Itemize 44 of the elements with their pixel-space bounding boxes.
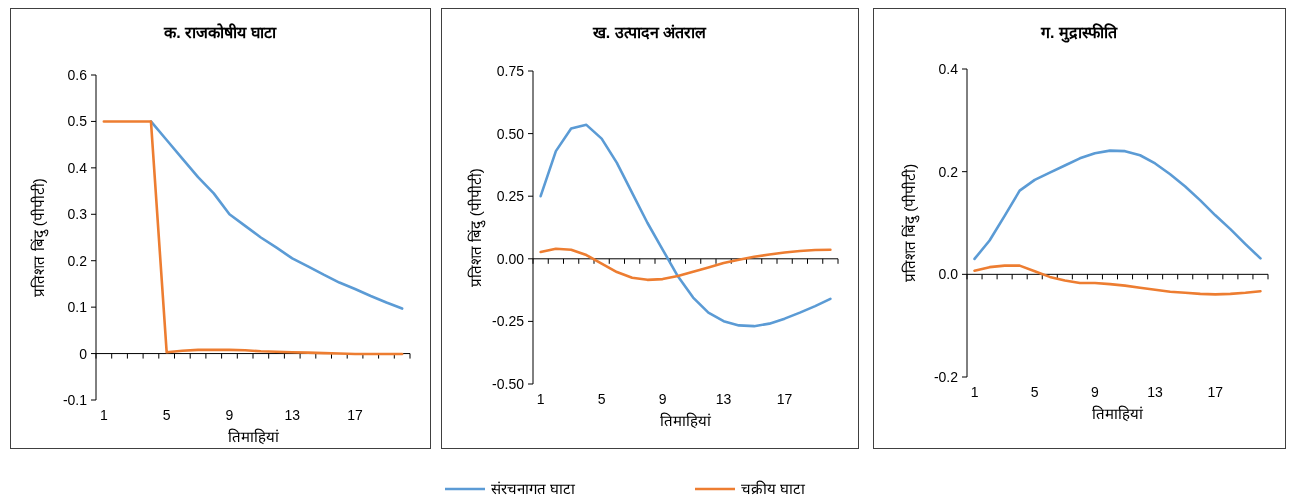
x-tick-label: 5 xyxy=(1030,384,1039,400)
y-tick-label: 0.4 xyxy=(67,159,88,176)
y-tick-label: 0.25 xyxy=(496,188,525,205)
legend-label: संरचनागत घाटा xyxy=(491,480,577,497)
x-tick-label: 17 xyxy=(1207,384,1224,400)
x-tick-label: 17 xyxy=(347,407,364,423)
y-tick-label: 0.75 xyxy=(496,63,525,79)
chart-title: ग. मुद्रास्फीति xyxy=(1040,23,1118,43)
y-tick-label: 0.4 xyxy=(938,61,959,77)
x-tick-label: 5 xyxy=(597,391,606,407)
chart-title: क. राजकोषीय घाटा xyxy=(163,23,277,41)
y-tick-label: -0.1 xyxy=(62,392,88,408)
y-tick-label: 0.2 xyxy=(67,252,88,269)
y-tick-label: -0.50 xyxy=(492,376,525,392)
x-tick-label: 13 xyxy=(1147,384,1164,400)
y-tick-label: 0.5 xyxy=(67,113,88,130)
y-axis-title: प्रतिशत बिंदु (पीपीटी) xyxy=(901,163,920,283)
y-tick-label: 0.6 xyxy=(67,67,88,83)
x-tick-label: 5 xyxy=(162,407,171,423)
y-axis-title: प्रतिशत बिंदु (पीपीटी) xyxy=(30,178,49,297)
y-tick-label: -0.25 xyxy=(492,313,525,330)
y-tick-label: -0.2 xyxy=(933,369,959,385)
y-tick-label: 0.2 xyxy=(938,163,959,180)
y-axis-title: प्रतिशत बिंदु (पीपीटी) xyxy=(467,168,486,287)
x-tick-label: 1 xyxy=(536,391,545,407)
y-tick-label: 0 xyxy=(79,345,88,362)
x-tick-label: 13 xyxy=(715,391,732,407)
x-tick-label: 1 xyxy=(970,384,979,400)
y-tick-label: 0.50 xyxy=(496,125,525,142)
x-axis-title: तिमाहियां xyxy=(227,428,280,445)
x-tick-label: 17 xyxy=(776,391,793,407)
y-tick-label: 0.0 xyxy=(938,266,959,283)
y-tick-label: 0.3 xyxy=(67,206,88,223)
y-tick-label: 0.00 xyxy=(496,250,525,267)
x-axis-title: तिमाहियां xyxy=(660,412,712,429)
y-tick-label: 0.1 xyxy=(67,299,88,316)
chart-title: ख. उत्पादन अंतराल xyxy=(591,24,708,41)
x-tick-label: 9 xyxy=(1091,384,1100,400)
legend-label: चक्रीय घाटा xyxy=(741,480,807,497)
x-tick-label: 13 xyxy=(284,407,301,423)
x-axis-title: तिमाहियां xyxy=(1092,405,1144,422)
x-tick-label: 1 xyxy=(99,407,108,423)
x-tick-label: 9 xyxy=(658,391,667,407)
x-tick-label: 9 xyxy=(225,407,234,423)
